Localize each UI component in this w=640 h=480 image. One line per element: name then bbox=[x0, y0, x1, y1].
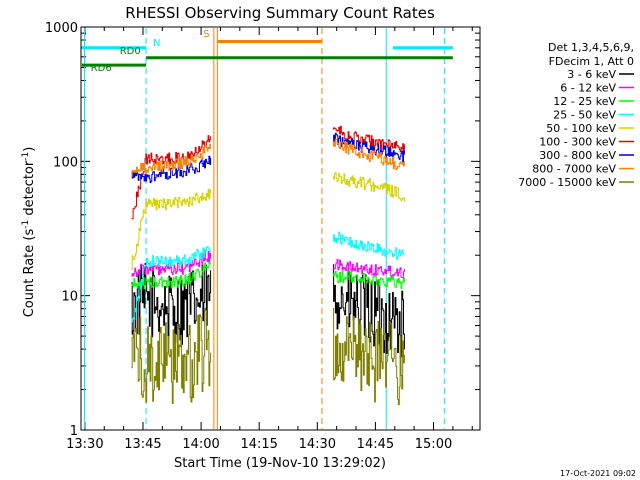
series-line-5-seg-1 bbox=[332, 125, 405, 155]
ylabel-sup1: -1 bbox=[21, 220, 31, 229]
x-axis-label: Start Time (19-Nov-10 13:29:02) bbox=[174, 456, 386, 471]
series-line-7-seg-1 bbox=[332, 138, 405, 170]
plot-layer: 13:30 13:45 14:00 14:15 14:30 14:45 15:00 1 10 10… bbox=[45, 21, 481, 452]
series-line-7-seg-0 bbox=[131, 143, 212, 177]
x-tick-label-0: 13:30 bbox=[66, 437, 103, 452]
flag-label-RD6: RD6 bbox=[91, 63, 112, 74]
series-line-4-seg-1 bbox=[332, 172, 405, 202]
series-line-2-seg-0 bbox=[131, 261, 212, 290]
series-line-1-seg-1 bbox=[332, 258, 405, 279]
ylabel-sup2: -1 bbox=[21, 152, 31, 161]
flag-label-S: S bbox=[203, 29, 209, 40]
legend-entry-label-7: 800 - 7000 keV bbox=[532, 163, 616, 176]
legend-entry-label-1: 6 - 12 keV bbox=[560, 82, 616, 95]
series-line-3-seg-0 bbox=[131, 246, 212, 323]
ylabel-mid: detector bbox=[22, 160, 37, 220]
timestamp: 17-Oct-2021 09:02 bbox=[560, 469, 636, 478]
series-line-8-seg-1 bbox=[332, 308, 405, 406]
y-tick-label-2: 100 bbox=[53, 155, 78, 170]
flag-label-N: N bbox=[153, 38, 160, 49]
legend-entry-label-6: 300 - 800 keV bbox=[539, 149, 616, 162]
plot-frame bbox=[80, 26, 481, 431]
y-axis-label: Count Rate (s-1 detector-1) bbox=[21, 147, 37, 318]
legend-header-2: FDecim 1, Att 0 bbox=[549, 55, 634, 68]
series-line-5-seg-0 bbox=[131, 135, 212, 220]
series-line-3-seg-1 bbox=[332, 231, 405, 260]
legend-entry-label-3: 25 - 50 keV bbox=[553, 109, 616, 122]
legend-entry-label-5: 100 - 300 keV bbox=[539, 136, 616, 149]
y-tick-label-1: 10 bbox=[61, 290, 78, 305]
x-tick-label-1: 13:45 bbox=[124, 437, 161, 452]
legend-header-1: Det 1,3,4,5,6,9, bbox=[548, 41, 634, 54]
legend: Det 1,3,4,5,6,9,FDecim 1, Att 03 - 6 keV… bbox=[518, 41, 634, 189]
x-tick-label-2: 14:00 bbox=[182, 437, 219, 452]
y-tick-label-0: 1 bbox=[70, 424, 78, 439]
x-tick-label-4: 14:30 bbox=[299, 437, 336, 452]
y-tick-label-3: 1000 bbox=[45, 21, 78, 36]
ylabel-end: ) bbox=[22, 147, 37, 152]
legend-entry-label-0: 3 - 6 keV bbox=[567, 68, 616, 81]
legend-entry-label-8: 7000 - 15000 keV bbox=[518, 176, 616, 189]
legend-entry-label-2: 12 - 25 keV bbox=[553, 95, 616, 108]
ylabel-main: Count Rate (s bbox=[22, 229, 37, 318]
series-line-4-seg-0 bbox=[131, 188, 212, 270]
x-tick-label-3: 14:15 bbox=[240, 437, 277, 452]
x-tick-label-6: 15:00 bbox=[415, 437, 452, 452]
ylabel-group: Count Rate (s-1 detector-1) bbox=[21, 147, 37, 318]
chart-title: RHESSI Observing Summary Count Rates bbox=[125, 4, 435, 22]
legend-entry-label-4: 50 - 100 keV bbox=[546, 122, 616, 135]
series-line-2-seg-1 bbox=[332, 270, 405, 289]
series-line-0-seg-0 bbox=[131, 263, 212, 345]
flag-label-RD0: RD0 bbox=[120, 46, 141, 57]
x-tick-label-5: 14:45 bbox=[357, 437, 394, 452]
series-line-8-seg-0 bbox=[131, 307, 212, 404]
series-line-6-seg-0 bbox=[131, 155, 212, 184]
